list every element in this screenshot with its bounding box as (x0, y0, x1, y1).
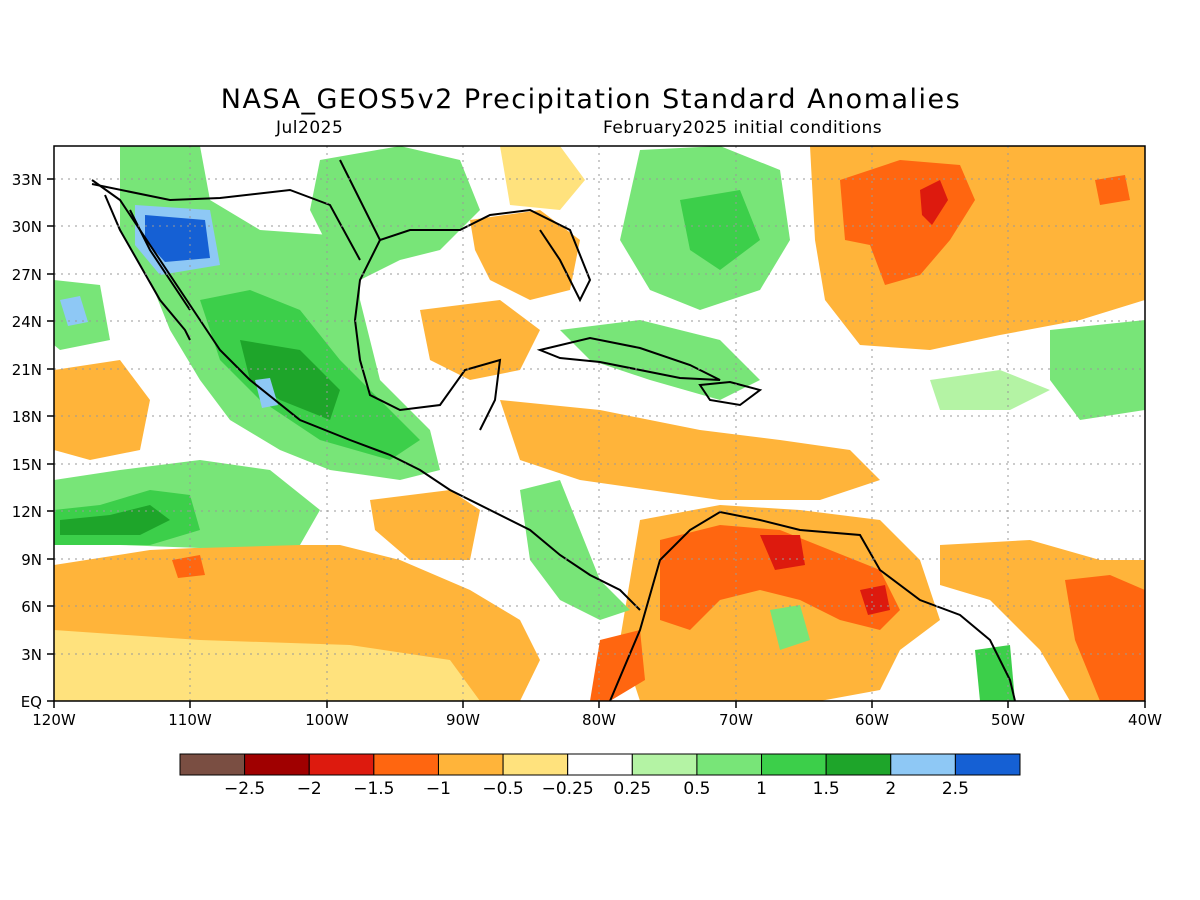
initial-conditions: February2025 initial conditions (603, 118, 883, 138)
lon-label: 90W (446, 711, 480, 729)
lat-label: 9N (21, 551, 42, 569)
colorbar-swatch (244, 753, 310, 776)
coast-hispaniola (698, 380, 763, 407)
coast-mexico-pacific (91, 179, 641, 611)
region-pacific-dry-5 (54, 360, 150, 460)
region-pacific-wet-3 (60, 505, 170, 535)
region-caribbean-dry (420, 300, 540, 380)
colorbar-swatch (308, 753, 375, 776)
region-atlantic-wet-2 (930, 370, 1050, 410)
lat-label: 15N (12, 456, 42, 474)
lat-label: 12N (12, 503, 42, 521)
colorbar-swatch (890, 753, 956, 776)
lat-label: 3N (21, 646, 42, 664)
colorbar-swatch (761, 753, 827, 776)
coastlines (91, 159, 1016, 701)
colorbar-swatch (567, 753, 633, 776)
border-us-mexico (91, 183, 361, 261)
colorbar-swatch (373, 753, 439, 776)
region-mexico-wet-3 (240, 340, 340, 420)
region-amapa-wet (975, 645, 1015, 701)
region-central-america-wet (520, 480, 630, 620)
colorbar-swatch (825, 753, 892, 776)
lon-labels: 120W 110W 100W 90W 80W 70W 60W 50W 40W (32, 711, 1162, 729)
region-atlantic-wet (1050, 320, 1145, 420)
colorbar-label: 1.5 (813, 779, 840, 799)
gridlines (54, 146, 1145, 701)
colorbar-label: 0.5 (683, 779, 710, 799)
region-guiana-dry (860, 585, 890, 615)
colorbar-swatch (179, 753, 246, 776)
lon-label: 100W (305, 711, 349, 729)
region-pacific-dry-4 (370, 490, 480, 560)
lon-label: 70W (719, 711, 753, 729)
region-pacific-dry-2 (54, 630, 480, 701)
lat-labels: EQ 3N 6N 9N 12N 15N 18N 21N 24N 27N 30N … (12, 171, 42, 711)
colorbar-label: 0.25 (613, 779, 651, 799)
lat-label: 30N (12, 218, 42, 236)
colorbar-label: 2.5 (942, 779, 969, 799)
lon-label: 60W (855, 711, 889, 729)
coast-cuba (536, 336, 721, 381)
region-caribbean-dry-2 (500, 400, 880, 500)
region-antilles-wet-2 (680, 190, 760, 270)
lon-label: 120W (32, 711, 76, 729)
region-atlantic-dry-4 (1095, 175, 1130, 205)
colorbar-label: −0.5 (482, 779, 523, 799)
lat-label: 24N (12, 313, 42, 331)
colorbar: −2.5 −2 −1.5 −1 −0.5 −0.25 0.25 0.5 1 1.5 2 2.5 (179, 753, 1021, 799)
region-southeast-us-dry (470, 210, 580, 300)
tick-marks (47, 178, 1146, 708)
region-venezuela-dry-2 (660, 525, 900, 630)
coast-baja (104, 194, 191, 341)
lon-label: 110W (168, 711, 212, 729)
colorbar-swatch (954, 753, 1021, 776)
lat-label: 18N (12, 408, 42, 426)
lon-label: 80W (582, 711, 616, 729)
colorbar-swatch (631, 753, 698, 776)
colorbar-label: −1 (426, 779, 451, 799)
colorbar-label: 2 (885, 779, 896, 799)
region-sa-wet (770, 605, 810, 650)
region-atlantic-dry-3 (920, 180, 948, 225)
colorbar-swatch (696, 753, 763, 776)
region-venezuela-dry-3 (760, 535, 805, 570)
region-pacific-wet-5 (60, 296, 88, 326)
colorbar-label: −2.5 (224, 779, 265, 799)
region-pacific-dry-3 (172, 555, 205, 578)
region-sonora-wet-2 (145, 215, 210, 262)
lat-label: EQ (21, 693, 42, 711)
region-florida-dry (500, 146, 585, 210)
colorbar-swatch (502, 753, 569, 776)
lat-label: 27N (12, 266, 42, 284)
lon-label: 40W (1128, 711, 1162, 729)
coast-gulf (339, 159, 502, 431)
region-colombia-dry (590, 630, 645, 701)
lat-label: 6N (21, 598, 42, 616)
anomaly-field (54, 146, 1145, 701)
colorbar-label: −0.25 (542, 779, 594, 799)
colorbar-label: −1.5 (353, 779, 394, 799)
coast-south-america (609, 510, 1016, 701)
coast-us-gulf (379, 208, 592, 303)
colorbar-swatch (437, 753, 504, 776)
lon-label: 50W (991, 711, 1025, 729)
lat-label: 33N (12, 171, 42, 189)
colorbar-label: 1 (756, 779, 767, 799)
forecast-month: Jul2025 (276, 118, 344, 138)
colorbar-label: −2 (297, 779, 322, 799)
chart-title: NASA_GEOS5v2 Precipitation Standard Anom… (220, 84, 962, 115)
lat-label: 21N (12, 361, 42, 379)
